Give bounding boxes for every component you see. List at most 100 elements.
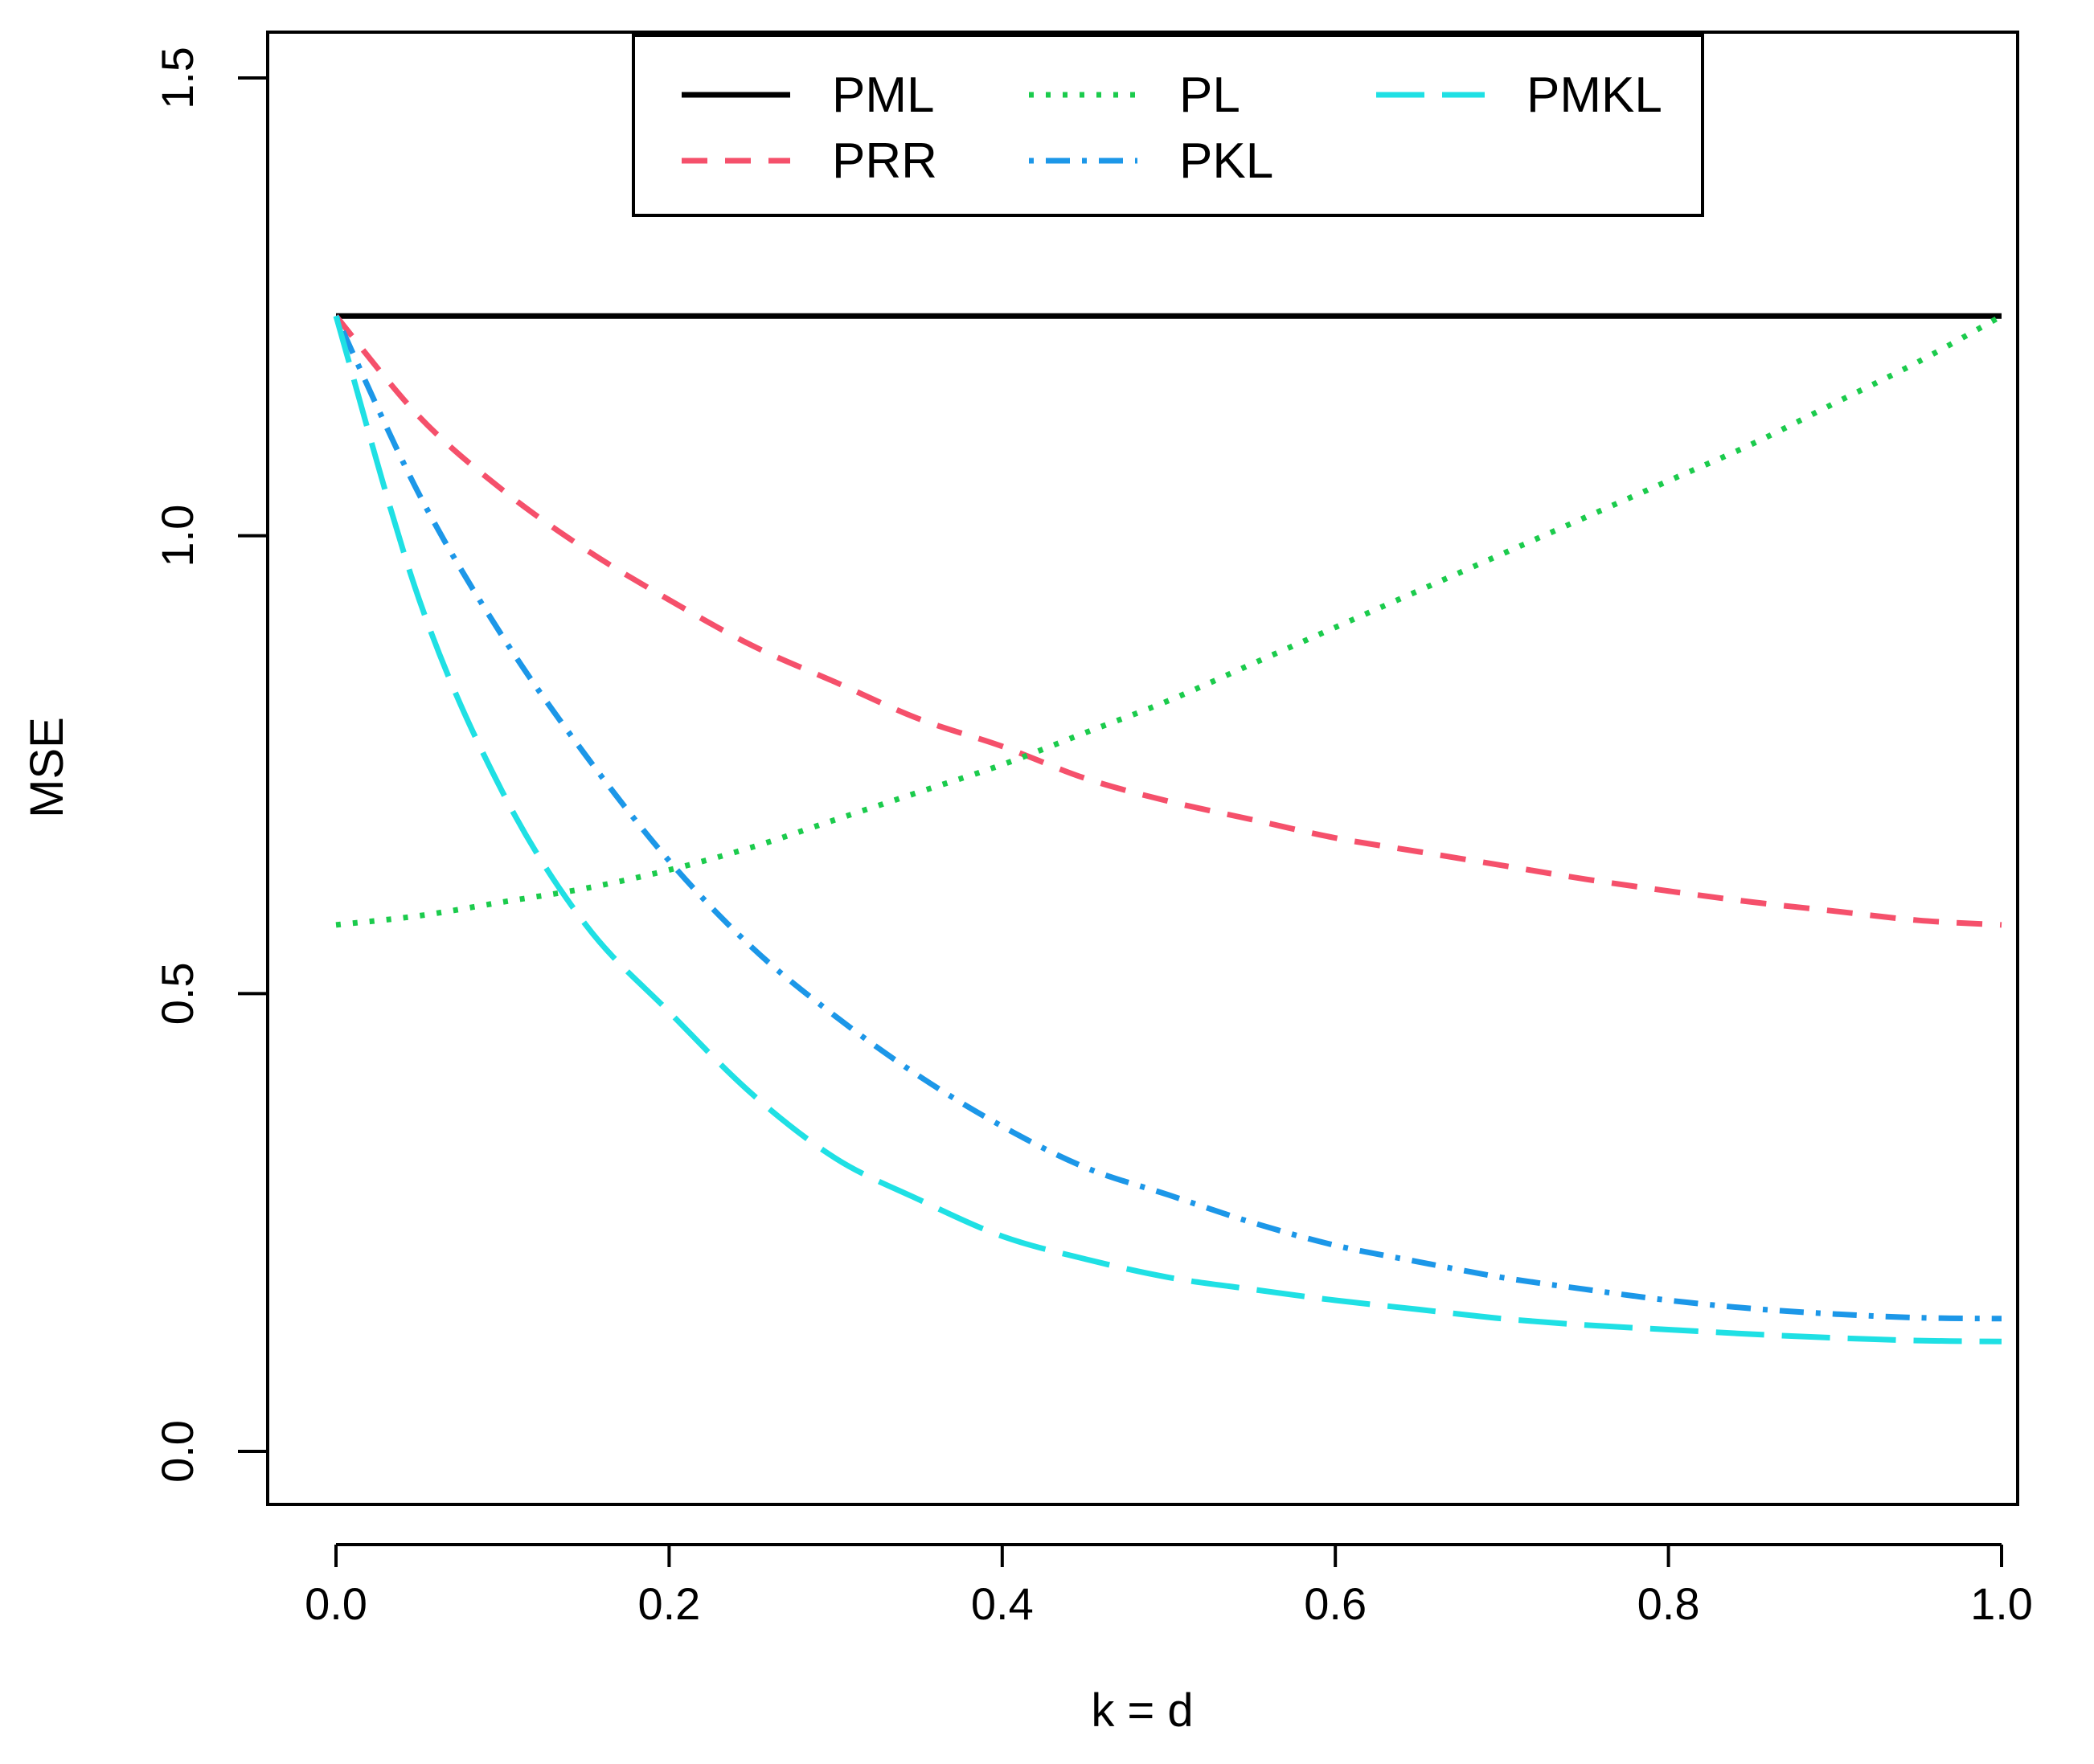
data-point-pl (1583, 515, 1588, 520)
legend-label-prr: PRR (832, 133, 937, 189)
data-point-pl (584, 886, 588, 890)
series-layer (333, 313, 2004, 1344)
series-pl (334, 313, 2004, 928)
data-point-prr (1000, 744, 1005, 749)
y-axis: 0.0 0.5 1.0 1.5 (152, 47, 269, 1483)
legend-label-pml: PML (832, 68, 934, 123)
data-point-pkl (834, 1014, 838, 1019)
series-pkl (333, 314, 2004, 1322)
data-point-pml (1250, 313, 1255, 318)
data-point-pkl (1999, 1316, 2004, 1321)
data-point-pml (916, 313, 921, 318)
data-point-pmkl (1166, 1275, 1171, 1280)
data-point-pml (834, 313, 838, 318)
data-point-pkl (1749, 1306, 1754, 1311)
data-point-pml (500, 313, 505, 318)
data-point-pmkl (1583, 1323, 1588, 1328)
data-point-prr (1916, 918, 1920, 923)
data-point-pmkl (916, 1197, 921, 1202)
data-point-pmkl (584, 923, 588, 927)
data-point-pml (584, 313, 588, 318)
series-line-pmkl (333, 315, 2002, 1344)
data-point-prr (1583, 877, 1588, 882)
data-point-pkl (1250, 1220, 1255, 1225)
data-point-pmkl (1916, 1338, 1920, 1343)
data-point-prr (916, 717, 921, 722)
data-point-pmkl (1666, 1327, 1671, 1332)
y-tick-label: 0.0 (152, 1420, 203, 1483)
data-point-prr (1833, 909, 1838, 914)
data-point-pkl (1833, 1312, 1838, 1316)
data-point-pkl (666, 858, 671, 863)
data-point-pml (1749, 313, 1754, 318)
x-tick-label: 0.8 (1637, 1578, 1700, 1629)
data-point-prr (417, 415, 422, 420)
data-point-pl (1416, 588, 1421, 593)
y-tick-label: 1.0 (152, 505, 203, 567)
data-point-prr (500, 488, 505, 493)
data-point-pkl (584, 753, 588, 758)
data-point-prr (1999, 923, 2004, 927)
x-axis-label: k = d (1091, 1684, 1193, 1737)
data-point-pmkl (1000, 1234, 1005, 1238)
data-point-pl (666, 868, 671, 873)
data-point-pl (1499, 551, 1504, 556)
data-point-pkl (1166, 1193, 1171, 1197)
data-point-pkl (1000, 1124, 1005, 1129)
data-point-pml (666, 313, 671, 318)
data-point-pml (1583, 313, 1588, 318)
data-point-pml (1833, 313, 1838, 318)
series-pmkl (333, 315, 2002, 1344)
series-line-prr (334, 313, 2002, 928)
data-point-pmkl (1333, 1298, 1338, 1303)
series-prr (334, 313, 2004, 928)
data-point-pkl (1416, 1259, 1421, 1264)
data-point-pl (750, 845, 755, 849)
data-point-pl (1083, 731, 1088, 735)
data-point-pml (750, 313, 755, 318)
data-point-pl (1666, 478, 1671, 483)
x-tick-label: 0.4 (971, 1578, 1034, 1629)
data-point-pl (1000, 763, 1005, 767)
data-point-prr (666, 597, 671, 602)
data-point-pl (1333, 625, 1338, 630)
data-point-pmkl (834, 1156, 838, 1160)
x-tick-label: 1.0 (1970, 1578, 2033, 1629)
data-point-pl (834, 817, 838, 822)
data-point-pmkl (1499, 1316, 1504, 1321)
y-axis-label: MSE (21, 717, 73, 818)
data-point-pl (1833, 400, 1838, 405)
data-point-pmkl (1083, 1257, 1088, 1262)
data-point-pkl (1083, 1165, 1088, 1170)
data-point-pl (1999, 313, 2004, 318)
legend: PML PRR PL PKL PMKL (632, 34, 1704, 217)
data-point-pkl (500, 634, 505, 639)
data-point-prr (1250, 817, 1255, 822)
data-point-prr (834, 680, 838, 685)
data-point-pkl (1499, 1275, 1504, 1280)
legend-label-pl: PL (1179, 68, 1240, 123)
data-point-pmkl (1416, 1307, 1421, 1312)
data-point-pl (916, 790, 921, 795)
data-point-pl (500, 899, 505, 904)
data-point-pml (1499, 313, 1504, 318)
series-pml (336, 313, 2002, 319)
data-point-pkl (1666, 1298, 1671, 1303)
data-point-pmkl (500, 790, 505, 795)
data-point-prr (1166, 799, 1171, 804)
x-tick-label: 0.2 (637, 1578, 700, 1629)
data-point-pl (417, 913, 422, 918)
data-point-pkl (417, 492, 422, 497)
data-point-pmkl (750, 1092, 755, 1097)
data-point-pl (1166, 698, 1171, 703)
x-tick-label: 0.0 (305, 1578, 367, 1629)
data-point-pkl (916, 1074, 921, 1078)
data-point-pmkl (1833, 1336, 1838, 1340)
data-point-pl (1916, 359, 1920, 364)
series-line-pl (335, 313, 2003, 928)
data-point-prr (1749, 899, 1754, 904)
data-point-pl (334, 923, 338, 927)
data-point-pml (1083, 313, 1088, 318)
data-point-pmkl (666, 1009, 671, 1014)
